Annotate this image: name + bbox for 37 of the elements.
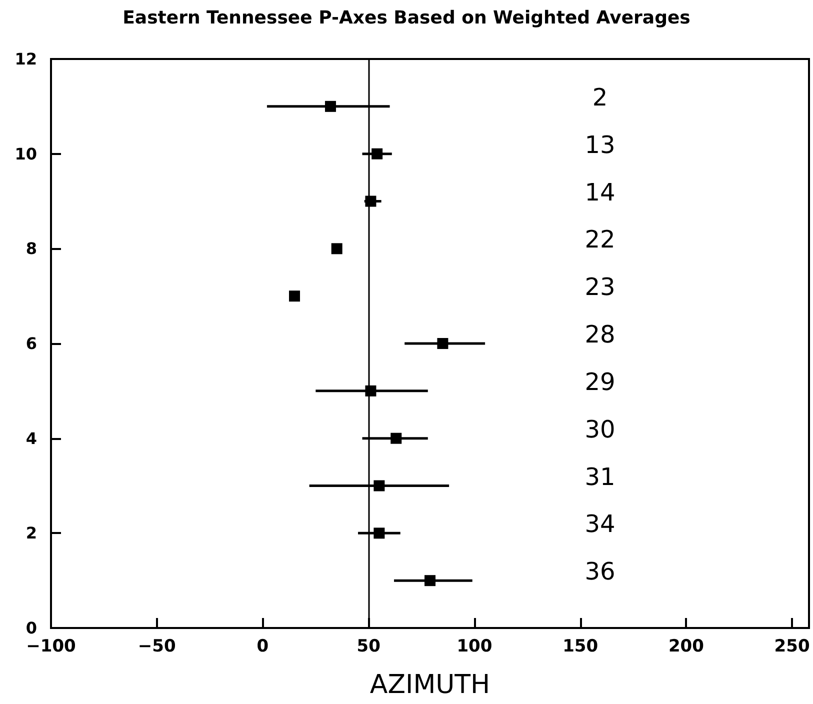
- annotation: 2: [592, 83, 608, 112]
- x-tick-label: 100: [456, 636, 492, 656]
- chart-title: Eastern Tennessee P-Axes Based on Weighted Averages: [122, 8, 690, 28]
- annotation: 22: [584, 226, 616, 254]
- point: [390, 432, 402, 444]
- y-tick-label: 12: [14, 50, 37, 68]
- y-tick-label: 8: [26, 239, 37, 258]
- y-tick-label: 2: [26, 524, 37, 543]
- y-tick-label: 4: [26, 428, 37, 448]
- annotation: 30: [584, 415, 616, 444]
- annotation: 29: [584, 368, 616, 396]
- x-tick-label: 50: [356, 636, 381, 656]
- x-tick-label: 150: [562, 636, 598, 656]
- y-tick-label: 6: [26, 334, 37, 353]
- annotation: 23: [584, 273, 616, 302]
- point: [324, 100, 336, 112]
- x-tick-label: −50: [138, 636, 176, 656]
- annotation: 34: [584, 510, 616, 538]
- point: [288, 290, 300, 302]
- annotation: 28: [584, 320, 616, 348]
- point: [437, 338, 448, 349]
- x-tick-label: −100: [26, 636, 76, 656]
- x-axis-title: AZIMUTH: [370, 670, 490, 700]
- y-tick-label: 0: [26, 618, 37, 638]
- x-tick-label: 0: [256, 636, 269, 656]
- point: [424, 575, 436, 586]
- annotation: 13: [584, 130, 616, 159]
- annotation: 31: [584, 462, 616, 491]
- point: [374, 480, 385, 492]
- annotation: 14: [584, 178, 616, 206]
- y-tick-label: 10: [14, 144, 37, 164]
- x-tick-label: 200: [668, 636, 704, 656]
- point: [374, 528, 385, 539]
- annotation: 36: [584, 558, 616, 586]
- point: [372, 148, 383, 160]
- point: [331, 243, 342, 254]
- x-tick-label: 250: [774, 636, 810, 656]
